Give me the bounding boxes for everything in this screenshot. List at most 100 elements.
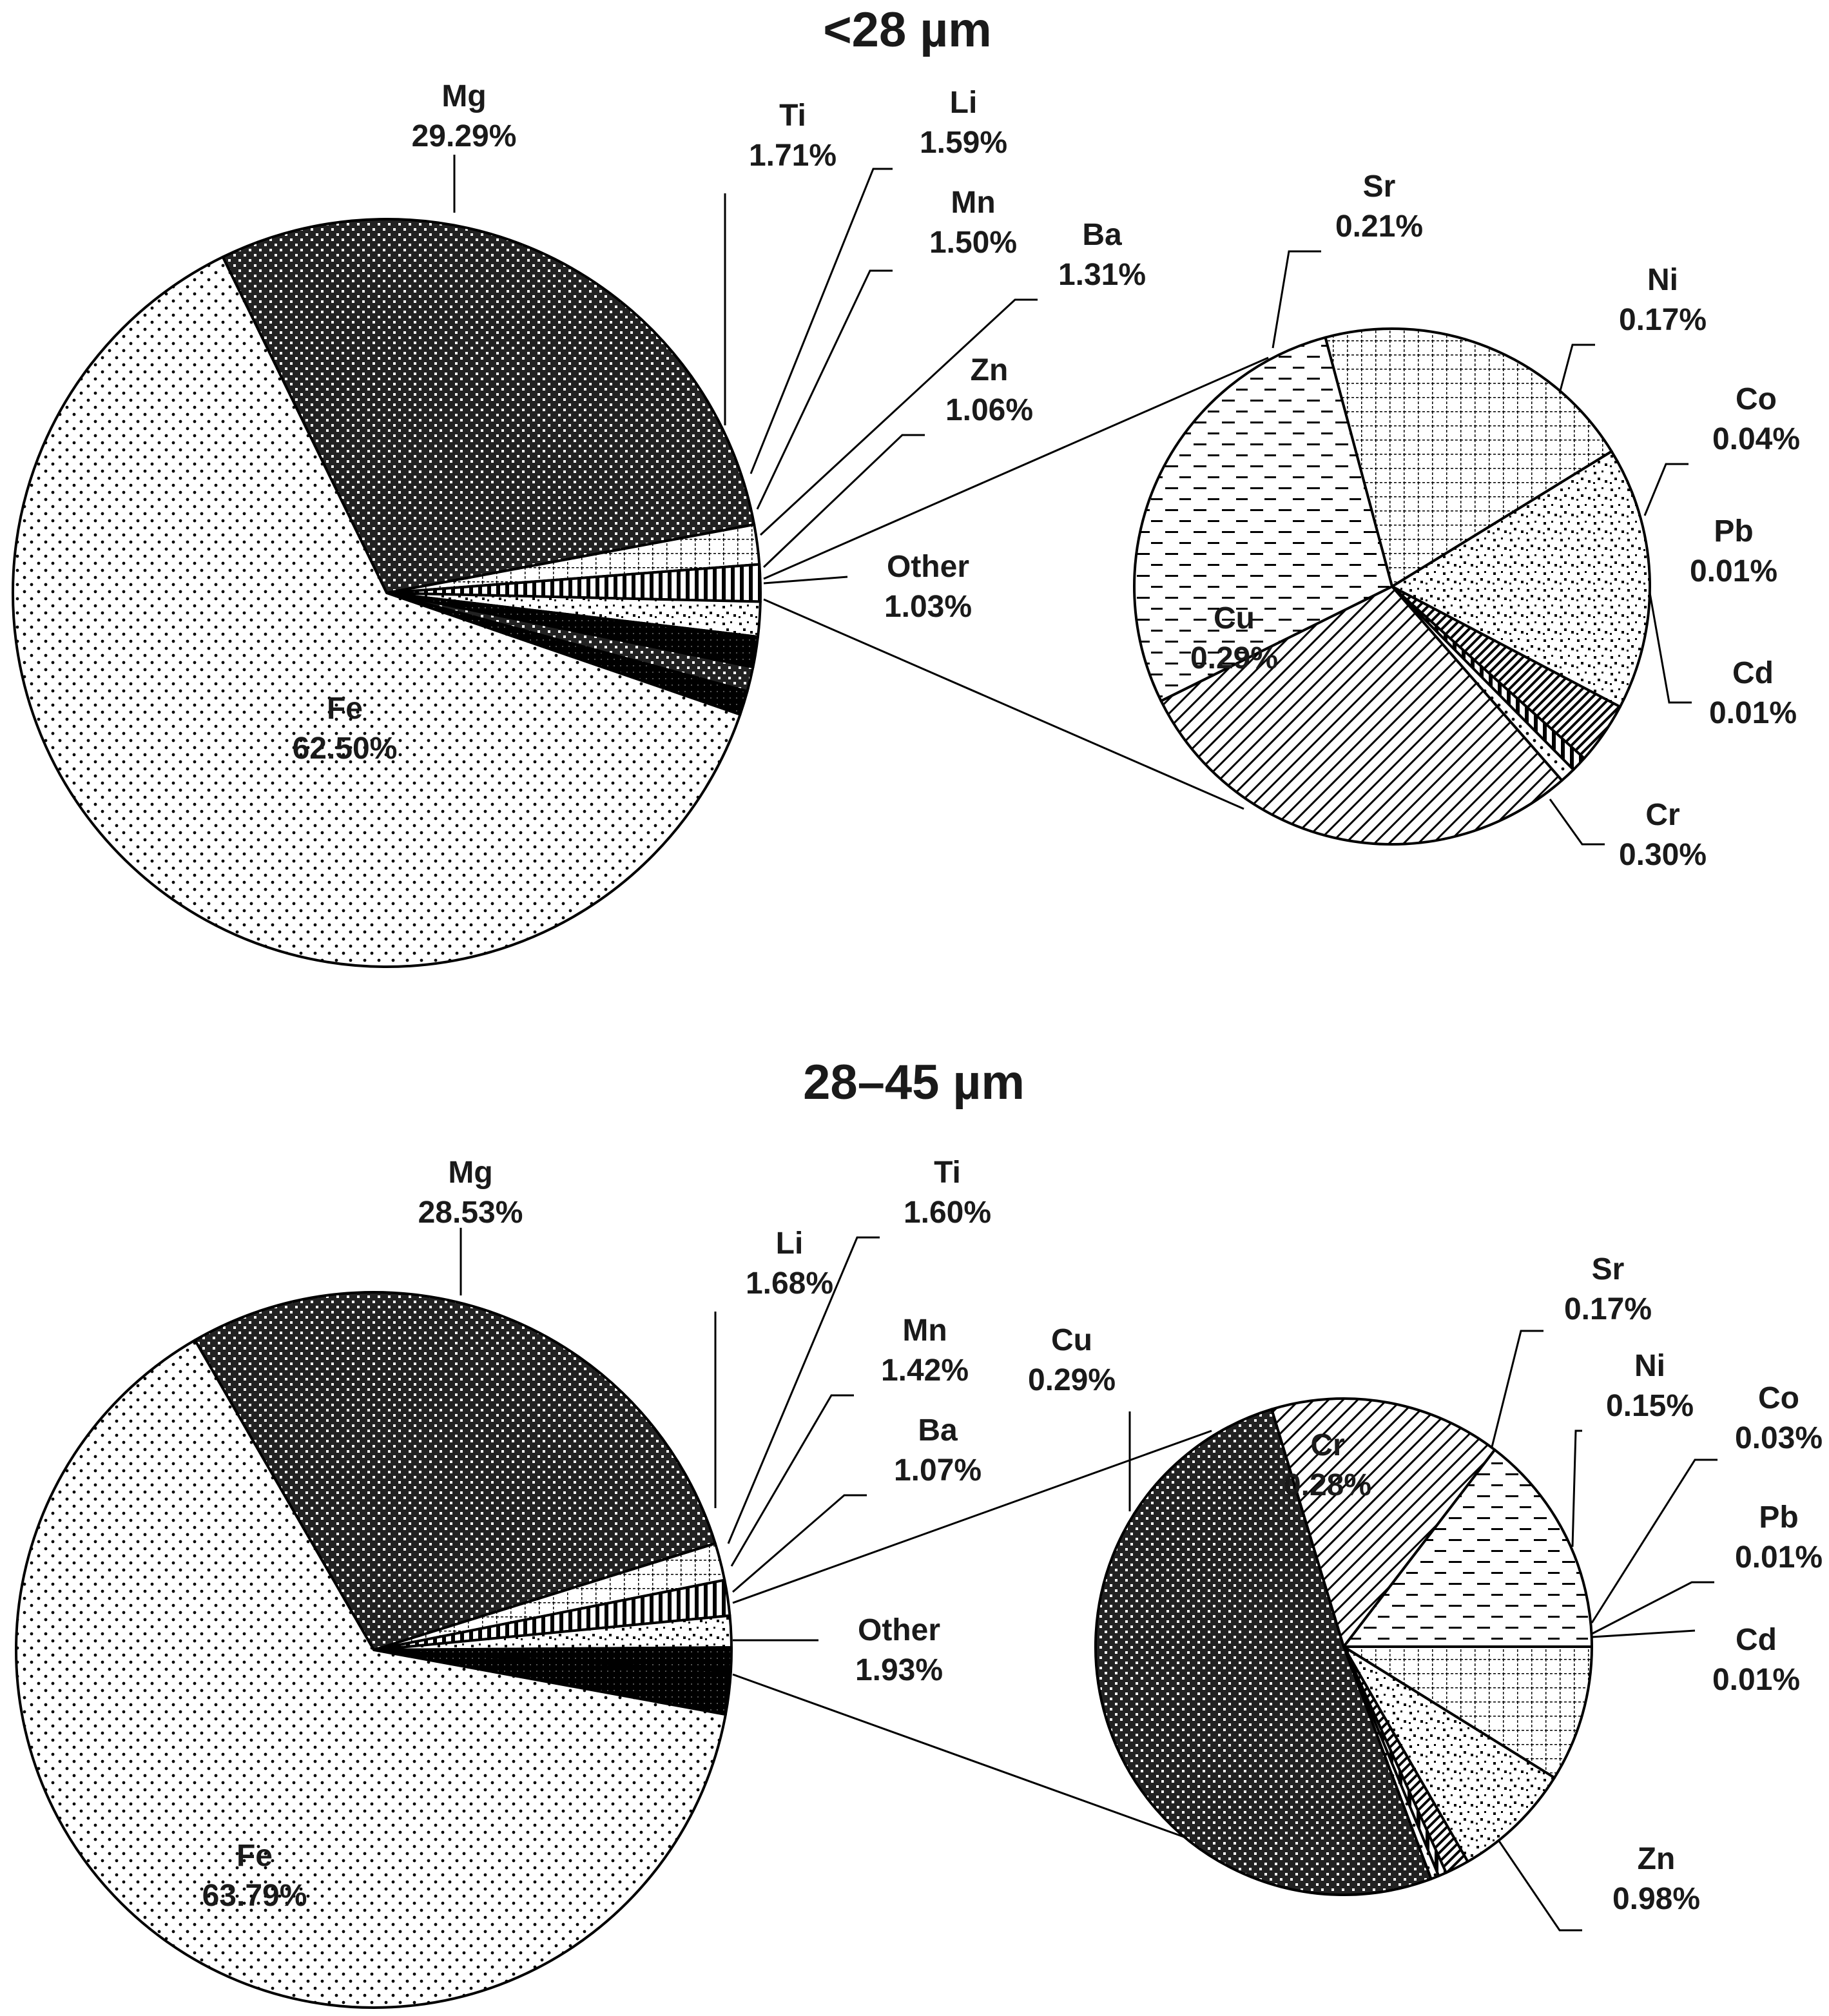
chart-2-main-value-ba: 1.07%	[894, 1453, 982, 1488]
chart-1-main-label-ba: Ba	[1082, 218, 1122, 252]
chart-1-breakout-slice-cr	[1159, 585, 1563, 846]
chart-1-main-value-mn: 1.50%	[929, 226, 1017, 260]
chart-1-breakout-value-ni: 0.17%	[1619, 303, 1707, 337]
chart-1-breakout-value-cr: 0.30%	[1619, 838, 1707, 872]
chart-1-breakout-value-cd: 0.01%	[1709, 696, 1797, 730]
chart-1-main-leader-other	[763, 576, 848, 585]
chart-2-main-label-ti: Ti	[934, 1156, 961, 1190]
chart-2-connector-2	[732, 1673, 1238, 1857]
chart-2-main-slice-mg	[193, 1291, 717, 1651]
chart-2-main-label-mg: Mg	[448, 1156, 492, 1190]
chart-2-main-value-fe: 63.79%	[202, 1879, 307, 1913]
chart-2-main-label-fe: Fe	[237, 1839, 273, 1873]
chart-2-breakout-value-cr: 0.28%	[1284, 1468, 1371, 1502]
chart-1-main-label-zn: Zn	[971, 353, 1009, 387]
chart-2-connector-1	[732, 1430, 1212, 1604]
chart-1-breakout-label-cd: Cd	[1732, 656, 1774, 690]
chart-2-breakout-value-cd: 0.01%	[1712, 1663, 1800, 1697]
chart-1-main-slice-fe	[12, 255, 742, 969]
chart-2-breakout-label-cu: Cu	[1051, 1323, 1092, 1357]
chart-2-breakout-slice-ni	[1342, 1645, 1556, 1863]
chart-1-main-leader-ba	[759, 298, 1038, 536]
chart-2-breakout-value-zn: 0.98%	[1612, 1882, 1700, 1916]
chart-2-breakout-leader-sr	[1491, 1330, 1544, 1448]
chart-2-main-label-other: Other	[858, 1613, 940, 1647]
chart-1-main-leader-mn	[756, 269, 893, 510]
chart-1-breakout-label-ni: Ni	[1647, 263, 1678, 297]
chart-2-main-value-other: 1.93%	[855, 1653, 943, 1687]
chart-2-breakout-leader-ni	[1571, 1430, 1582, 1547]
chart-2-breakout-label-sr: Sr	[1592, 1252, 1625, 1286]
chart-1-breakout-label-cr: Cr	[1645, 798, 1679, 832]
chart-2-breakout-value-cu: 0.29%	[1028, 1363, 1116, 1397]
chart-2-breakout-leader-pb	[1591, 1581, 1714, 1635]
chart-2-main-leader-ti	[727, 1236, 880, 1544]
chart-1-breakout-label-pb: Pb	[1714, 514, 1753, 548]
chart-2-breakout-slice-zn	[1094, 1408, 1433, 1896]
chart-1-main-label-mn: Mn	[951, 186, 995, 220]
chart-1-breakout-leader-sr	[1272, 250, 1321, 349]
chart-2-main-label-ba: Ba	[918, 1413, 958, 1448]
chart-2-breakout-slice-cu	[1270, 1397, 1496, 1648]
chart-2-breakout-leader-cd	[1591, 1629, 1696, 1638]
chart-2-main-slice-fe	[15, 1339, 727, 2009]
chart-1-main-label-fe: Fe	[327, 692, 363, 726]
chart-1-breakout-leader-co	[1643, 463, 1689, 516]
chart-2-main-value-mn: 1.42%	[881, 1353, 969, 1388]
chart-1-breakout-leader-ni	[1558, 344, 1595, 394]
chart-1-main-leader-li	[750, 168, 893, 474]
chart-1-main-value-ba: 1.31%	[1058, 258, 1146, 292]
chart-2-breakout-value-ni: 0.15%	[1606, 1389, 1694, 1423]
chart-1-connector-2	[763, 598, 1244, 810]
chart-2-breakout-label-co: Co	[1758, 1381, 1799, 1415]
chart-2: 28–45 µm Mg 28.53% Li 1.68% Ti 1.60% Mn 1.42% Ba 1…	[15, 1055, 1823, 2009]
chart-1-breakout-value-cu: 0.29%	[1190, 641, 1278, 675]
chart-1: <28 µm Mg 29.29% Ti 1.71% Li 1.59% Mn 1.50% Ba 1.3…	[12, 3, 1800, 969]
chart-2-main-leader-mn	[730, 1394, 854, 1567]
chart-2-main-value-ti: 1.60%	[904, 1196, 991, 1230]
chart-1-title: <28 µm	[823, 3, 991, 57]
chart-2-breakout-label-cr: Cr	[1310, 1428, 1344, 1462]
chart-2-breakout-leader-co	[1591, 1459, 1718, 1623]
chart-1-main-label-mg: Mg	[441, 79, 486, 113]
chart-2-breakout-label-pb: Pb	[1759, 1500, 1798, 1535]
chart-1-breakout-value-co: 0.04%	[1712, 422, 1800, 456]
chart-layer: <28 µm Mg 29.29% Ti 1.71% Li 1.59% Mn 1.50% Ba 1.3…	[12, 3, 1823, 2009]
chart-2-breakout-label-zn: Zn	[1638, 1842, 1676, 1876]
chart-1-breakout-label-sr: Sr	[1363, 170, 1396, 204]
chart-2-main-value-li: 1.68%	[746, 1266, 833, 1301]
chart-1-breakout-slice-cu	[1133, 336, 1393, 703]
chart-2-breakout-value-sr: 0.17%	[1564, 1292, 1652, 1326]
chart-2-breakout-label-ni: Ni	[1634, 1349, 1665, 1383]
chart-1-breakout-value-pb: 0.01%	[1690, 554, 1777, 588]
chart-1-breakout-leader-cd	[1649, 592, 1692, 704]
chart-2-breakout-slice-cr	[1342, 1448, 1593, 1648]
chart-2-main-label-li: Li	[776, 1226, 804, 1261]
chart-1-main-slice-mg	[221, 218, 756, 594]
chart-1-main-label-other: Other	[887, 550, 969, 584]
chart-1-main-value-zn: 1.06%	[945, 393, 1033, 427]
chart-2-main-label-mn: Mn	[902, 1313, 947, 1348]
chart-1-main-leader-zn	[762, 434, 925, 568]
chart-1-main-label-li: Li	[950, 86, 978, 120]
chart-1-breakout-slice-ni	[1391, 450, 1651, 708]
chart-1-main-value-ti: 1.71%	[749, 139, 837, 173]
chart-1-connector-1	[763, 356, 1269, 580]
chart-1-breakout-leader-cr	[1549, 799, 1605, 846]
chart-1-breakout-label-co: Co	[1736, 382, 1777, 416]
chart-1-breakout-slice-sr	[1324, 327, 1613, 588]
chart-2-breakout-slice-sr	[1342, 1645, 1593, 1779]
chart-1-main-label-ti: Ti	[779, 99, 806, 133]
chart-2-breakout-value-pb: 0.01%	[1735, 1540, 1823, 1575]
chart-2-breakout-leader-zn	[1497, 1839, 1582, 1932]
chart-1-main-value-mg: 29.29%	[412, 119, 517, 153]
chart-1-main-value-li: 1.59%	[920, 126, 1007, 160]
chart-2-title: 28–45 µm	[803, 1055, 1025, 1110]
chart-1-breakout-label-cu: Cu	[1214, 601, 1255, 635]
chart-1-main-value-other: 1.03%	[884, 590, 972, 624]
chart-2-breakout-label-cd: Cd	[1736, 1623, 1777, 1657]
chart-1-breakout-value-sr: 0.21%	[1335, 209, 1423, 244]
chart-2-main-leader-ba	[732, 1494, 867, 1593]
chart-2-breakout-value-co: 0.03%	[1735, 1421, 1823, 1455]
